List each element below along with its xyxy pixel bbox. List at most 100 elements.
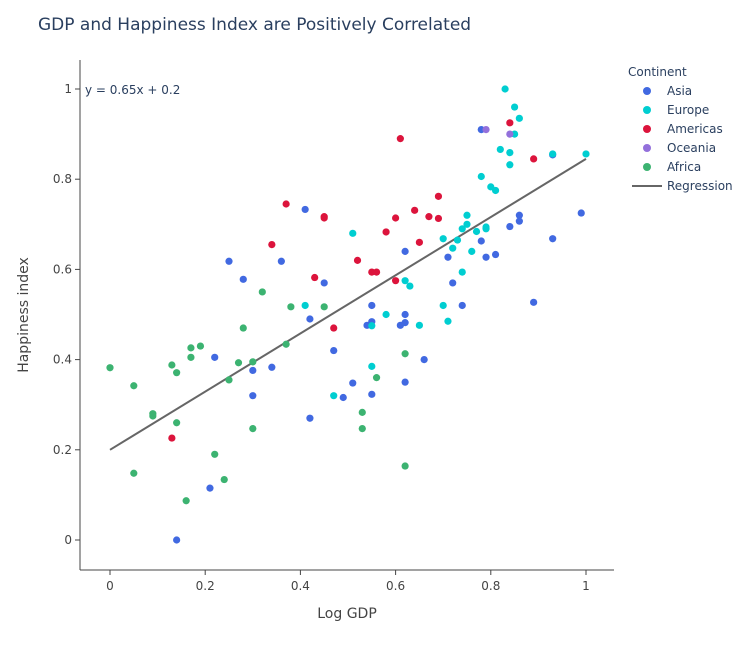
data-point-americas[interactable] — [425, 213, 433, 221]
data-point-africa[interactable] — [239, 324, 247, 332]
data-point-americas[interactable] — [396, 135, 404, 143]
data-point-africa[interactable] — [358, 408, 366, 416]
data-point-asia[interactable] — [249, 392, 257, 400]
data-point-americas[interactable] — [411, 206, 419, 214]
data-point-americas[interactable] — [353, 256, 362, 264]
data-point-africa[interactable] — [372, 374, 381, 382]
data-point-europe[interactable] — [510, 103, 519, 111]
data-point-europe[interactable] — [406, 282, 414, 290]
data-point-africa[interactable] — [187, 353, 195, 361]
data-point-africa[interactable] — [234, 359, 243, 367]
data-point-asia[interactable] — [301, 205, 309, 214]
data-point-asia[interactable] — [211, 353, 219, 361]
data-point-africa[interactable] — [358, 425, 366, 433]
data-point-europe[interactable] — [549, 150, 557, 158]
data-point-europe[interactable] — [506, 161, 514, 169]
data-point-africa[interactable] — [187, 344, 195, 352]
data-point-europe[interactable] — [482, 225, 490, 233]
data-point-asia[interactable] — [268, 363, 276, 371]
data-point-europe[interactable] — [458, 225, 466, 233]
data-point-americas[interactable] — [434, 214, 443, 223]
data-point-asia[interactable] — [225, 257, 233, 265]
data-point-africa[interactable] — [401, 462, 409, 470]
data-point-asia[interactable] — [449, 279, 457, 287]
data-point-americas[interactable] — [372, 268, 381, 276]
data-point-europe[interactable] — [382, 310, 390, 319]
data-point-europe[interactable] — [491, 186, 500, 195]
data-point-europe[interactable] — [463, 220, 471, 228]
data-point-europe[interactable] — [477, 172, 485, 181]
data-point-americas[interactable] — [311, 273, 319, 282]
data-point-africa[interactable] — [258, 288, 266, 296]
data-point-asia[interactable] — [249, 366, 257, 375]
data-point-americas[interactable] — [282, 200, 290, 208]
data-point-asia[interactable] — [306, 315, 314, 323]
data-point-europe[interactable] — [468, 247, 476, 255]
data-point-europe[interactable] — [349, 229, 357, 237]
data-point-africa[interactable] — [106, 364, 114, 372]
data-point-asia[interactable] — [401, 247, 409, 255]
data-point-asia[interactable] — [477, 237, 485, 245]
data-point-europe[interactable] — [449, 244, 457, 252]
data-point-americas[interactable] — [392, 214, 400, 222]
data-point-asia[interactable] — [368, 390, 376, 398]
legend-item-oceania[interactable]: Oceania — [643, 141, 716, 155]
data-point-europe[interactable] — [453, 236, 462, 244]
data-point-europe[interactable] — [582, 150, 590, 158]
data-point-americas[interactable] — [320, 214, 328, 222]
data-point-asia[interactable] — [320, 279, 328, 287]
data-point-europe[interactable] — [439, 301, 447, 310]
data-point-europe[interactable] — [472, 227, 481, 236]
data-point-asia[interactable] — [420, 356, 428, 364]
data-point-asia[interactable] — [349, 379, 357, 387]
data-point-asia[interactable] — [206, 484, 214, 492]
data-point-europe[interactable] — [506, 148, 514, 157]
data-point-americas[interactable] — [392, 277, 400, 285]
data-point-africa[interactable] — [130, 469, 138, 477]
data-point-oceania[interactable] — [482, 125, 490, 134]
data-point-europe[interactable] — [368, 322, 376, 330]
data-point-asia[interactable] — [515, 211, 523, 219]
data-point-asia[interactable] — [401, 319, 409, 327]
data-point-asia[interactable] — [173, 536, 181, 544]
data-point-europe[interactable] — [301, 301, 309, 310]
data-point-asia[interactable] — [330, 346, 338, 355]
data-point-asia[interactable] — [491, 250, 500, 259]
data-point-europe[interactable] — [501, 85, 509, 93]
data-point-africa[interactable] — [168, 361, 176, 369]
data-point-africa[interactable] — [282, 340, 290, 348]
data-point-africa[interactable] — [225, 376, 233, 384]
data-point-africa[interactable] — [182, 497, 190, 505]
data-point-americas[interactable] — [382, 228, 390, 236]
data-point-africa[interactable] — [196, 342, 205, 350]
data-point-africa[interactable] — [173, 369, 181, 377]
data-point-americas[interactable] — [330, 324, 338, 332]
data-point-africa[interactable] — [149, 412, 157, 420]
data-point-americas[interactable] — [434, 192, 443, 200]
legend-item-europe[interactable]: Europe — [643, 103, 709, 117]
data-point-africa[interactable] — [130, 382, 138, 390]
data-point-asia[interactable] — [530, 298, 538, 306]
data-point-americas[interactable] — [530, 155, 538, 163]
data-point-asia[interactable] — [401, 310, 409, 319]
data-point-asia[interactable] — [549, 235, 557, 243]
data-point-europe[interactable] — [515, 114, 523, 122]
data-point-europe[interactable] — [463, 211, 471, 219]
data-point-africa[interactable] — [320, 303, 328, 311]
data-point-africa[interactable] — [173, 419, 181, 427]
data-point-asia[interactable] — [506, 222, 514, 231]
data-point-africa[interactable] — [249, 358, 257, 366]
data-point-europe[interactable] — [458, 268, 466, 276]
data-point-europe[interactable] — [415, 321, 423, 329]
data-point-asia[interactable] — [577, 209, 585, 217]
data-point-asia[interactable] — [482, 253, 490, 261]
data-point-europe[interactable] — [368, 362, 376, 370]
data-point-americas[interactable] — [415, 238, 423, 246]
data-point-europe[interactable] — [444, 317, 452, 325]
legend-item-regression[interactable]: Regression — [632, 179, 733, 193]
data-point-asia[interactable] — [444, 253, 452, 261]
data-point-asia[interactable] — [401, 378, 409, 386]
data-point-americas[interactable] — [506, 119, 514, 127]
data-point-africa[interactable] — [220, 475, 228, 484]
data-point-asia[interactable] — [306, 414, 314, 422]
